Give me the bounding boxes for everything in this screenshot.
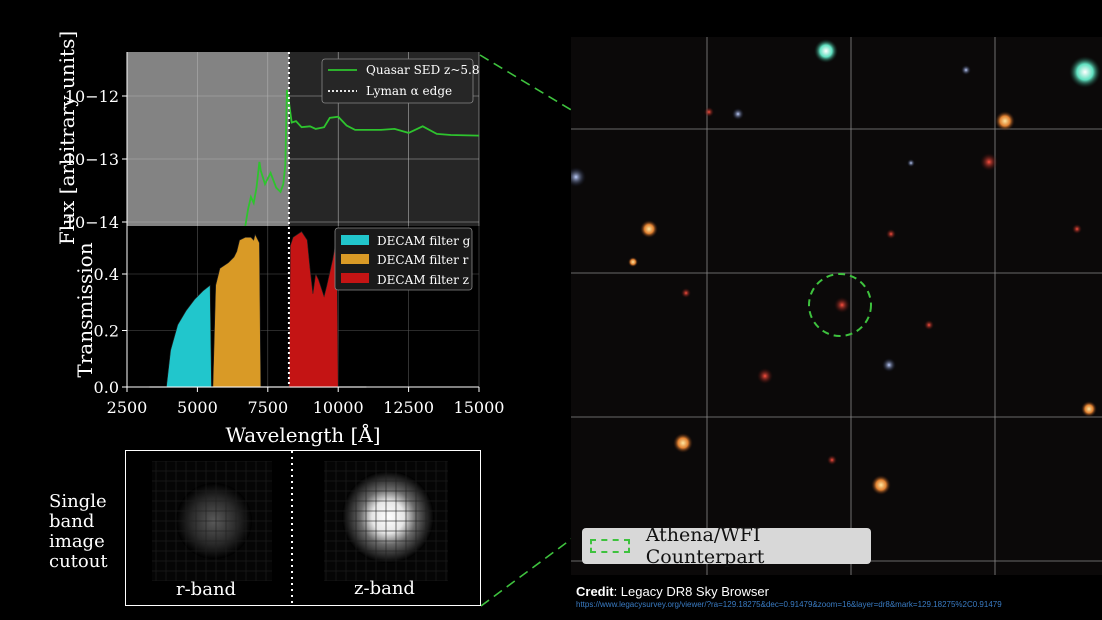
x-tick-label-5: 15000 <box>454 398 505 417</box>
sed-curve <box>244 89 480 227</box>
sed-y-tick-label-2: 10−14 <box>65 213 119 232</box>
x-tick-label-2: 7500 <box>247 398 288 417</box>
filter-legend: DECAM filter g DECAM filter r DECAM filt… <box>334 227 473 291</box>
sky-field <box>571 37 1102 575</box>
sed-y-tick-label-0: 10−12 <box>65 87 119 106</box>
sed-y-axis-label: Flux [arbitrary units] <box>55 31 79 245</box>
credit-text: : Legacy DR8 Sky Browser <box>613 584 769 599</box>
sky-legend-swatch <box>590 539 630 553</box>
sed-legend: Quasar SED z~5.8 Lyman α edge <box>321 58 479 104</box>
sed-line <box>244 89 480 227</box>
cutout-panel: r-band z-band <box>125 450 481 606</box>
sky-image <box>571 37 1102 575</box>
legend-z-label: DECAM filter z <box>377 273 469 287</box>
z-band-label: z-band <box>354 578 415 599</box>
r-band-label: r-band <box>176 579 237 600</box>
target-source <box>834 297 850 313</box>
legend-r-label: DECAM filter r <box>377 253 469 267</box>
sed-masked-region <box>127 52 289 226</box>
filter-curves <box>149 231 367 388</box>
legend-lyman-label: Lyman α edge <box>366 84 452 98</box>
filter-r-area <box>212 233 262 388</box>
cutout-title: Single band image cutout <box>49 491 108 572</box>
credit-url[interactable]: https://www.legacysurvey.org/viewer/?ra=… <box>576 600 1002 609</box>
filter-g-area <box>166 284 212 388</box>
legend-g-label: DECAM filter g <box>377 234 471 248</box>
x-axis-label: Wavelength [Å] <box>225 422 380 447</box>
filter-y-tick-label-2: 0.4 <box>94 265 119 284</box>
filter-y-axis-label: Transmission <box>73 242 97 377</box>
sky-legend: Athena/WFI Counterpart <box>582 524 871 568</box>
sed-y-ticks: 10−12 10−13 10−14 <box>65 52 128 232</box>
legend-z-swatch <box>341 273 369 283</box>
counterpart-circle <box>808 273 872 337</box>
sky-legend-label: Athena/WFI Counterpart <box>645 524 765 568</box>
sed-y-tick-label-1: 10−13 <box>65 150 119 169</box>
credit: Credit: Legacy DR8 Sky Browser <box>576 584 769 599</box>
legend-sed-label: Quasar SED z~5.8 <box>366 63 479 77</box>
x-tick-label-3: 10000 <box>313 398 364 417</box>
legend-r-swatch <box>341 254 369 264</box>
filter-y-tick-label-0: 0.0 <box>94 378 119 397</box>
filter-y-tick-label-1: 0.2 <box>94 322 119 341</box>
legend-g-swatch <box>341 235 369 245</box>
x-tick-label-4: 12500 <box>383 398 434 417</box>
filter-axes: 0.0 0.2 0.4 2500 5000 7500 10000 12500 15000 <box>94 226 505 417</box>
sky-sources <box>571 39 1101 495</box>
x-tick-label-0: 2500 <box>107 398 148 417</box>
cutout-images <box>152 451 448 605</box>
x-tick-label-1: 5000 <box>177 398 218 417</box>
credit-label: Credit <box>576 584 614 599</box>
